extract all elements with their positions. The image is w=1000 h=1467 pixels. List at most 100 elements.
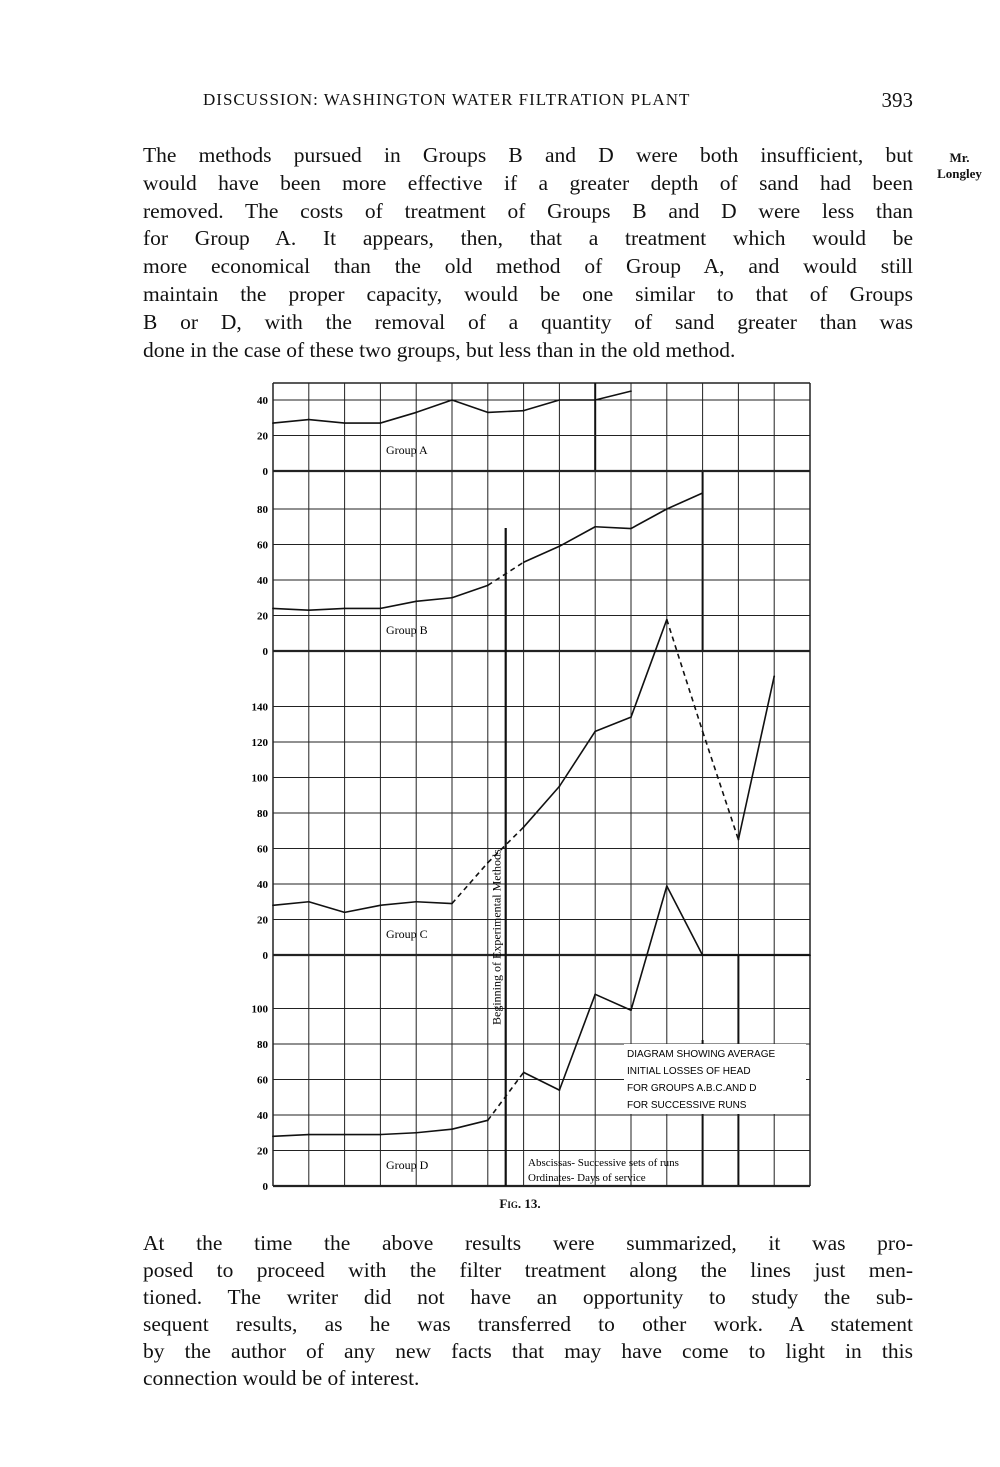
data-point	[594, 525, 597, 528]
series-segment	[630, 885, 668, 1011]
text-line: connection would be of interest.	[143, 1366, 420, 1390]
series-segment	[737, 676, 775, 840]
running-title: DISCUSSION: WASHINGTON WATER FILTRATION …	[203, 90, 691, 109]
axes-note-line: Abscissas- Successive sets of runs	[528, 1157, 679, 1169]
series-segment	[630, 508, 668, 530]
data-point	[773, 954, 776, 957]
data-point	[343, 607, 346, 610]
margin-note-line: Mr.	[949, 150, 970, 165]
series-segment	[558, 994, 596, 1091]
series-segment	[666, 492, 703, 510]
series-segment	[487, 409, 524, 414]
text-line: maintain the proper capacity, would be o…	[143, 281, 913, 306]
axes-note-line: Ordinates- Days of service	[528, 1172, 646, 1184]
y-tick-label: 100	[252, 1004, 269, 1016]
text-line: sequent results, as he was transferred t…	[143, 1312, 913, 1336]
y-tick-label: 40	[257, 1110, 269, 1122]
data-point	[272, 904, 274, 907]
data-point	[701, 954, 704, 957]
data-point	[558, 399, 561, 401]
data-point	[773, 675, 776, 678]
data-point	[307, 418, 310, 421]
series-segment	[272, 607, 309, 611]
series-segment	[308, 607, 345, 611]
y-tick-label: 60	[257, 540, 269, 552]
data-point	[630, 716, 632, 719]
series-segment	[308, 900, 345, 914]
data-point	[809, 954, 811, 957]
data-point	[415, 600, 418, 603]
data-point	[701, 492, 704, 494]
data-point	[737, 838, 740, 841]
y-tick-label: 20	[257, 1146, 269, 1158]
series-segment	[594, 716, 632, 733]
margin-note-line: Longley	[937, 166, 982, 181]
annotation-line: INITIAL LOSSES OF HEAD	[627, 1066, 751, 1077]
text-line: more economical than the old method of G…	[143, 254, 913, 279]
y-tick-label: 40	[257, 575, 269, 587]
data-point	[522, 561, 525, 564]
annotation-background	[624, 1044, 806, 1114]
series-segment	[451, 399, 489, 414]
text-line: for Group A. It appears, then, that a tr…	[143, 226, 913, 251]
data-point	[665, 508, 668, 510]
y-tick-label: 20	[257, 431, 269, 443]
data-point	[486, 861, 489, 864]
data-point	[486, 1119, 489, 1122]
page-number: 393	[881, 88, 914, 112]
data-point	[594, 730, 597, 733]
data-point	[558, 785, 561, 788]
annotation-line: FOR GROUPS A.B.C.AND D	[627, 1083, 756, 1094]
panel-label: Group C	[386, 927, 428, 941]
series-segment	[416, 1128, 453, 1134]
running-header: DISCUSSION: WASHINGTON WATER FILTRATION …	[203, 88, 914, 112]
series-segment	[523, 545, 560, 563]
data-point	[272, 422, 274, 424]
data-point	[630, 1009, 632, 1012]
series-segment	[559, 526, 596, 547]
data-point	[307, 900, 310, 903]
y-tick-label: 20	[257, 915, 269, 927]
series-segment	[344, 904, 381, 914]
data-point	[558, 1089, 561, 1092]
paragraph-2: At the time the above results were summa…	[143, 1230, 913, 1392]
y-tick-label: 80	[257, 808, 269, 820]
data-point	[379, 1133, 382, 1136]
data-point	[343, 911, 346, 914]
paragraph-1: The methods pursued in Groups B and D we…	[143, 142, 913, 364]
series-segment	[666, 619, 704, 732]
figure-caption: Fig. 13.	[499, 1196, 541, 1211]
text-line: would have been more effective if a grea…	[143, 170, 913, 195]
data-point	[307, 609, 310, 612]
data-point	[522, 1071, 525, 1074]
y-tick-label: 0	[263, 646, 269, 658]
series-segment	[595, 525, 632, 530]
series-segment	[630, 619, 668, 718]
text-line: tioned. The writer did not have an oppor…	[143, 1285, 913, 1309]
series-segment	[451, 862, 489, 905]
data-point	[379, 422, 382, 424]
data-point	[522, 409, 525, 412]
series-segment	[272, 900, 309, 907]
series-segment	[594, 993, 632, 1012]
series-segment	[558, 730, 596, 787]
y-tick-label: 120	[252, 737, 269, 749]
series-segment	[308, 418, 345, 424]
data-point	[594, 993, 597, 996]
data-point	[272, 1135, 274, 1138]
series-segment	[380, 600, 417, 610]
data-point	[558, 545, 561, 548]
marker-label: Beginning of Experimental Methods	[490, 849, 504, 1025]
data-point	[701, 730, 704, 733]
text-line: B or D, with the removal of a quantity o…	[143, 309, 913, 334]
series-segment	[272, 418, 309, 424]
y-tick-label: 80	[257, 504, 269, 516]
y-tick-label: 40	[257, 879, 269, 891]
series-segment	[523, 399, 560, 412]
y-tick-label: 40	[257, 395, 269, 407]
series-segment	[666, 885, 704, 956]
data-point	[415, 411, 418, 414]
data-point	[307, 1133, 310, 1136]
